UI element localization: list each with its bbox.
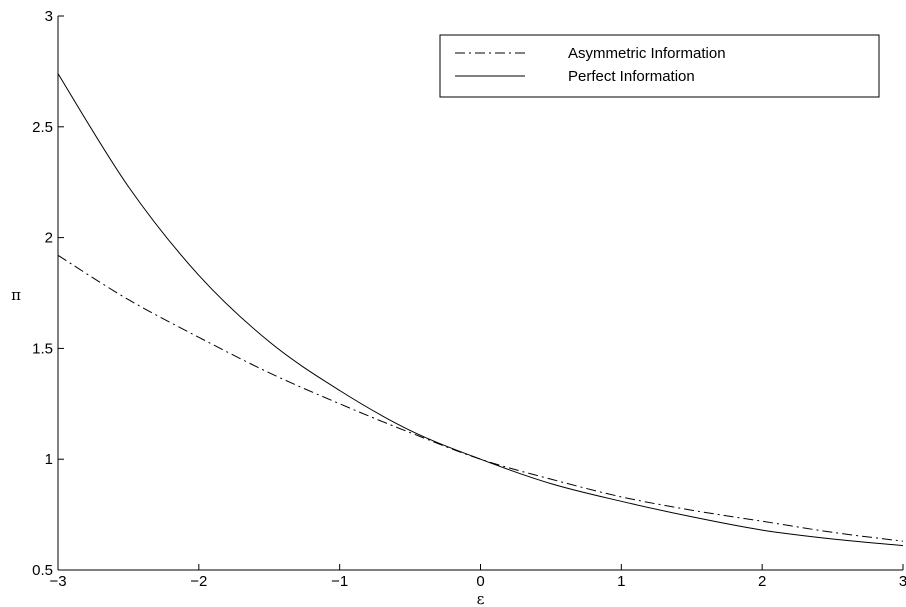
y-tick-label: 2 [45, 230, 53, 247]
y-tick-label: 1 [45, 451, 53, 468]
series-line-asymmetric [57, 254, 904, 542]
legend: Asymmetric Information Perfect Informati… [439, 34, 880, 98]
series-layer [57, 73, 904, 547]
x-tick-label: 3 [899, 573, 906, 590]
x-tick-label: −2 [190, 573, 207, 590]
series-line-perfect [57, 73, 904, 547]
legend-label-asymmetric: Asymmetric Information [568, 45, 726, 62]
y-tick-label: 2.5 [32, 119, 53, 136]
y-axis-ticks: 0.5 1 1.5 2 2.5 3 [32, 8, 64, 579]
x-tick-label: 1 [617, 573, 625, 590]
x-axis-ticks: −3 −2 −1 0 1 2 3 [49, 564, 906, 590]
x-axis-label: ε [477, 590, 485, 607]
y-axis-label: π [11, 286, 21, 304]
y-tick-label: 3 [45, 8, 53, 25]
axes-frame [57, 16, 903, 571]
x-tick-label: −1 [331, 573, 348, 590]
y-tick-label: 0.5 [32, 562, 53, 579]
x-tick-label: 0 [476, 573, 484, 590]
legend-box [439, 34, 880, 98]
legend-label-perfect: Perfect Information [568, 68, 695, 85]
x-tick-label: −3 [49, 573, 66, 590]
x-tick-label: 2 [758, 573, 766, 590]
y-tick-label: 1.5 [32, 340, 53, 357]
